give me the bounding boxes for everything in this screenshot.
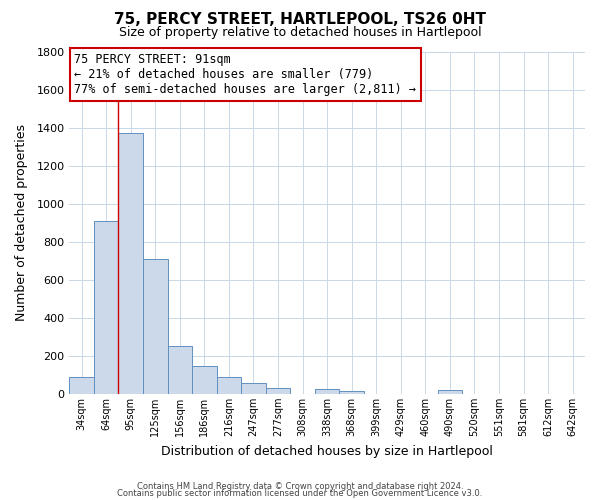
Bar: [266, 388, 290, 394]
Bar: [94, 221, 118, 394]
Bar: [217, 377, 241, 394]
Text: Size of property relative to detached houses in Hartlepool: Size of property relative to detached ho…: [119, 26, 481, 39]
Bar: [340, 391, 364, 394]
Text: Contains HM Land Registry data © Crown copyright and database right 2024.: Contains HM Land Registry data © Crown c…: [137, 482, 463, 491]
Text: 75, PERCY STREET, HARTLEPOOL, TS26 0HT: 75, PERCY STREET, HARTLEPOOL, TS26 0HT: [114, 12, 486, 28]
Bar: [70, 377, 94, 394]
Bar: [315, 389, 340, 394]
Text: 75 PERCY STREET: 91sqm
← 21% of detached houses are smaller (779)
77% of semi-de: 75 PERCY STREET: 91sqm ← 21% of detached…: [74, 53, 416, 96]
Bar: [167, 346, 192, 394]
Bar: [437, 390, 462, 394]
Bar: [118, 134, 143, 394]
X-axis label: Distribution of detached houses by size in Hartlepool: Distribution of detached houses by size …: [161, 444, 493, 458]
Y-axis label: Number of detached properties: Number of detached properties: [15, 124, 28, 321]
Text: Contains public sector information licensed under the Open Government Licence v3: Contains public sector information licen…: [118, 490, 482, 498]
Bar: [143, 259, 167, 394]
Bar: [192, 366, 217, 394]
Bar: [241, 384, 266, 394]
